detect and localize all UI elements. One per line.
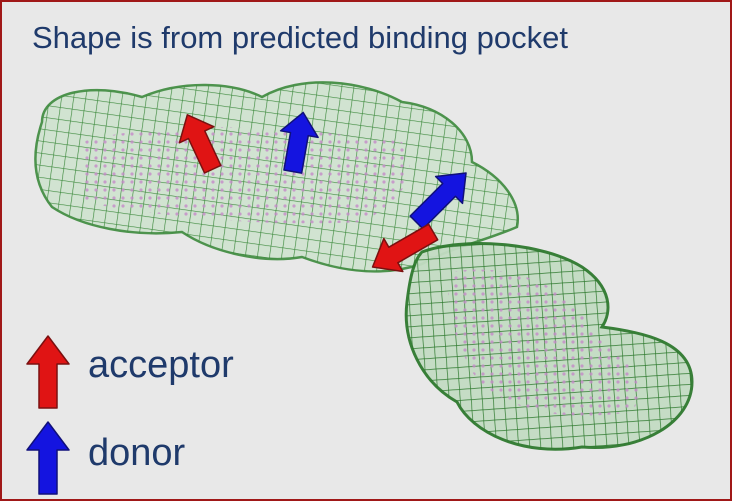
- binding-pocket-illustration: [2, 2, 730, 499]
- legend-label: acceptor: [88, 344, 234, 387]
- legend-acceptor-icon: [27, 336, 69, 408]
- slide: Shape is from predicted binding pocket a…: [0, 0, 732, 501]
- mesh-surface: [35, 82, 692, 449]
- title: Shape is from predicted binding pocket: [32, 20, 568, 56]
- legend-label: donor: [88, 432, 185, 475]
- legend-donor-icon: [27, 422, 69, 494]
